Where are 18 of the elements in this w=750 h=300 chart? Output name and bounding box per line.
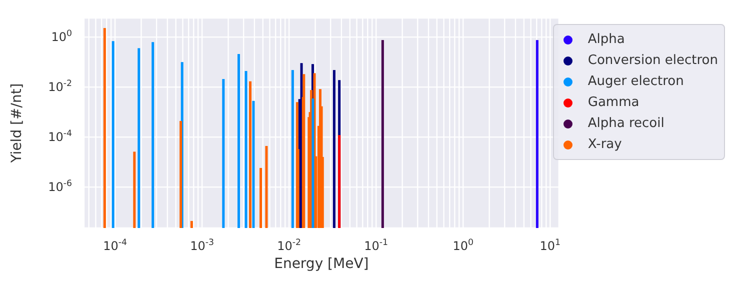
x-tick-label: 10$^{0}$ [452, 238, 474, 253]
y-tick-label: 10$^{-2}$ [48, 79, 72, 94]
x-tick-label: 10$^{-3}$ [190, 238, 214, 253]
x-tick-label: 10$^{-1}$ [364, 238, 388, 253]
y-tick-label: 10$^{-6}$ [48, 179, 72, 194]
y-tick-label: 10$^{0}$ [51, 29, 72, 44]
y-tick-label: 10$^{-4}$ [48, 129, 72, 144]
x-axis-title: Energy [MeV] [274, 256, 369, 272]
legend-label: Gamma [588, 95, 640, 110]
legend-label: X-ray [588, 137, 622, 152]
x-tick-label: 10$^{-2}$ [277, 238, 302, 253]
legend-label: Auger electron [588, 74, 684, 89]
legend-label: Alpha recoil [588, 116, 664, 131]
x-tick-label: 10$^{-4}$ [103, 238, 127, 253]
x-tick-label: 10$^{1}$ [540, 238, 561, 253]
legend-label: Conversion electron [588, 53, 718, 68]
y-axis-title: Yield [#/nt] [8, 83, 25, 164]
legend-label: Alpha [588, 32, 625, 47]
